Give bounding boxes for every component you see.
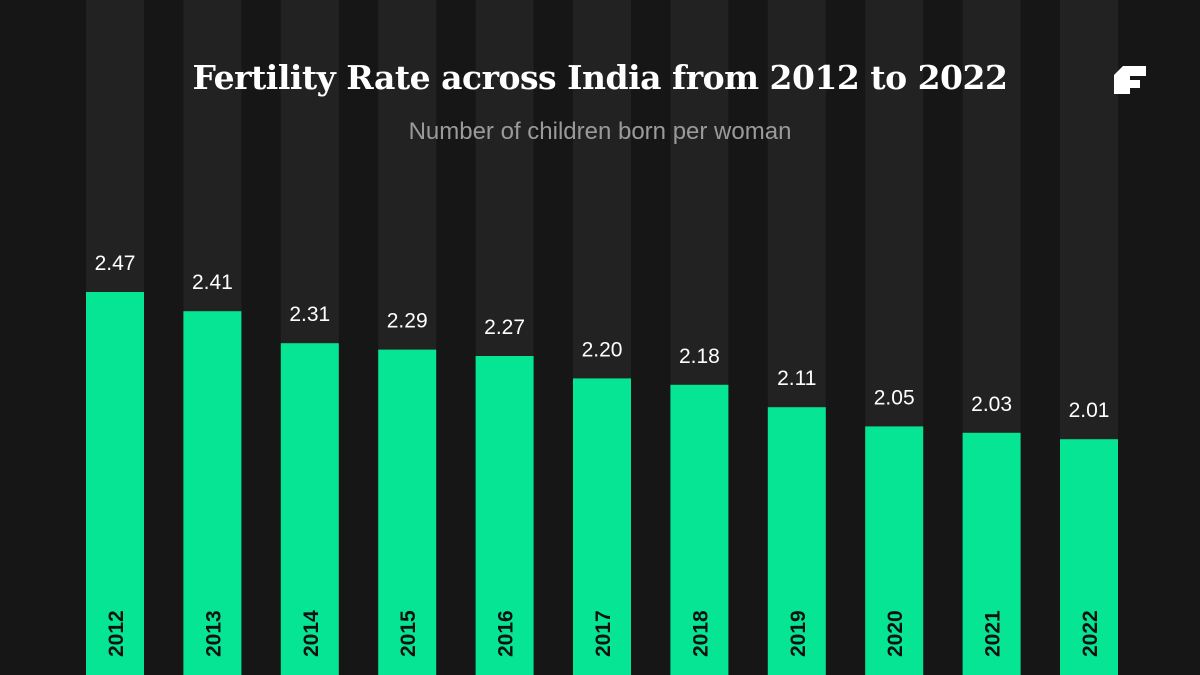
bar-2016 xyxy=(475,356,534,675)
year-label-2016: 2016 xyxy=(495,610,518,657)
year-label-2014: 2014 xyxy=(300,610,323,657)
chart-title: Fertility Rate across India from 2012 to… xyxy=(192,58,1008,97)
bar-2014 xyxy=(280,343,339,675)
bar-2020 xyxy=(865,426,924,675)
value-label-2022: 2.01 xyxy=(1069,399,1110,422)
value-label-2013: 2.41 xyxy=(192,271,233,294)
bar-2015 xyxy=(378,349,437,675)
year-label-2022: 2022 xyxy=(1079,610,1102,657)
bar-2019 xyxy=(767,407,826,675)
bar-2012 xyxy=(86,292,144,675)
year-label-2012: 2012 xyxy=(105,610,128,657)
year-label-2015: 2015 xyxy=(397,610,420,657)
year-label-2020: 2020 xyxy=(884,610,907,657)
value-label-2014: 2.31 xyxy=(289,303,330,326)
value-label-2017: 2.20 xyxy=(582,338,623,361)
value-label-2016: 2.27 xyxy=(484,316,525,339)
year-label-2019: 2019 xyxy=(787,610,810,657)
bar-2017 xyxy=(573,378,631,675)
brand-logo-icon xyxy=(1114,66,1146,94)
year-label-2013: 2013 xyxy=(202,610,225,657)
value-label-2021: 2.03 xyxy=(971,393,1012,416)
value-label-2015: 2.29 xyxy=(387,310,428,333)
year-label-2018: 2018 xyxy=(689,610,712,657)
bar-2018 xyxy=(670,384,729,675)
value-label-2019: 2.11 xyxy=(777,367,816,390)
year-label-2021: 2021 xyxy=(982,610,1005,657)
value-label-2020: 2.05 xyxy=(874,386,915,409)
value-label-2018: 2.18 xyxy=(679,345,720,368)
bar-2013 xyxy=(183,311,242,675)
year-label-2017: 2017 xyxy=(592,610,615,657)
bar-2022 xyxy=(1060,439,1118,675)
bar-2021 xyxy=(962,432,1021,675)
value-label-2012: 2.47 xyxy=(95,252,136,275)
chart-subtitle: Number of children born per woman xyxy=(408,118,792,145)
